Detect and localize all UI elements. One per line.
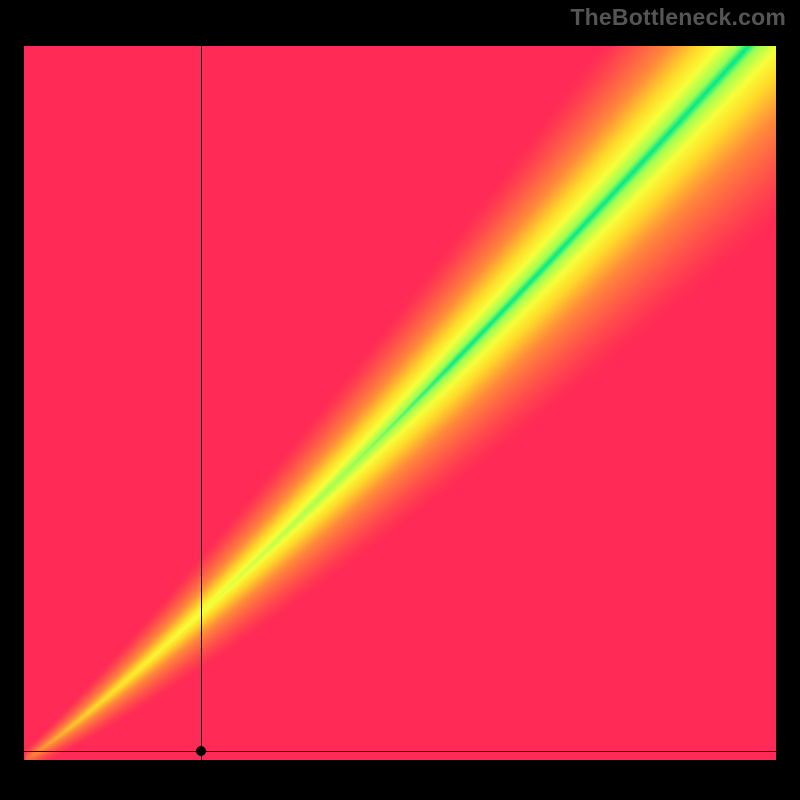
guide-vertical-line — [201, 46, 202, 760]
chart-container: TheBottleneck.com — [0, 0, 800, 800]
axis-bottom-strip — [14, 770, 786, 800]
bottleneck-heatmap — [24, 46, 776, 760]
guide-marker-dot — [196, 746, 206, 756]
guide-horizontal-line — [24, 751, 776, 752]
heatmap-canvas — [24, 46, 776, 760]
plot-frame — [14, 36, 786, 770]
attribution-label: TheBottleneck.com — [570, 4, 786, 31]
